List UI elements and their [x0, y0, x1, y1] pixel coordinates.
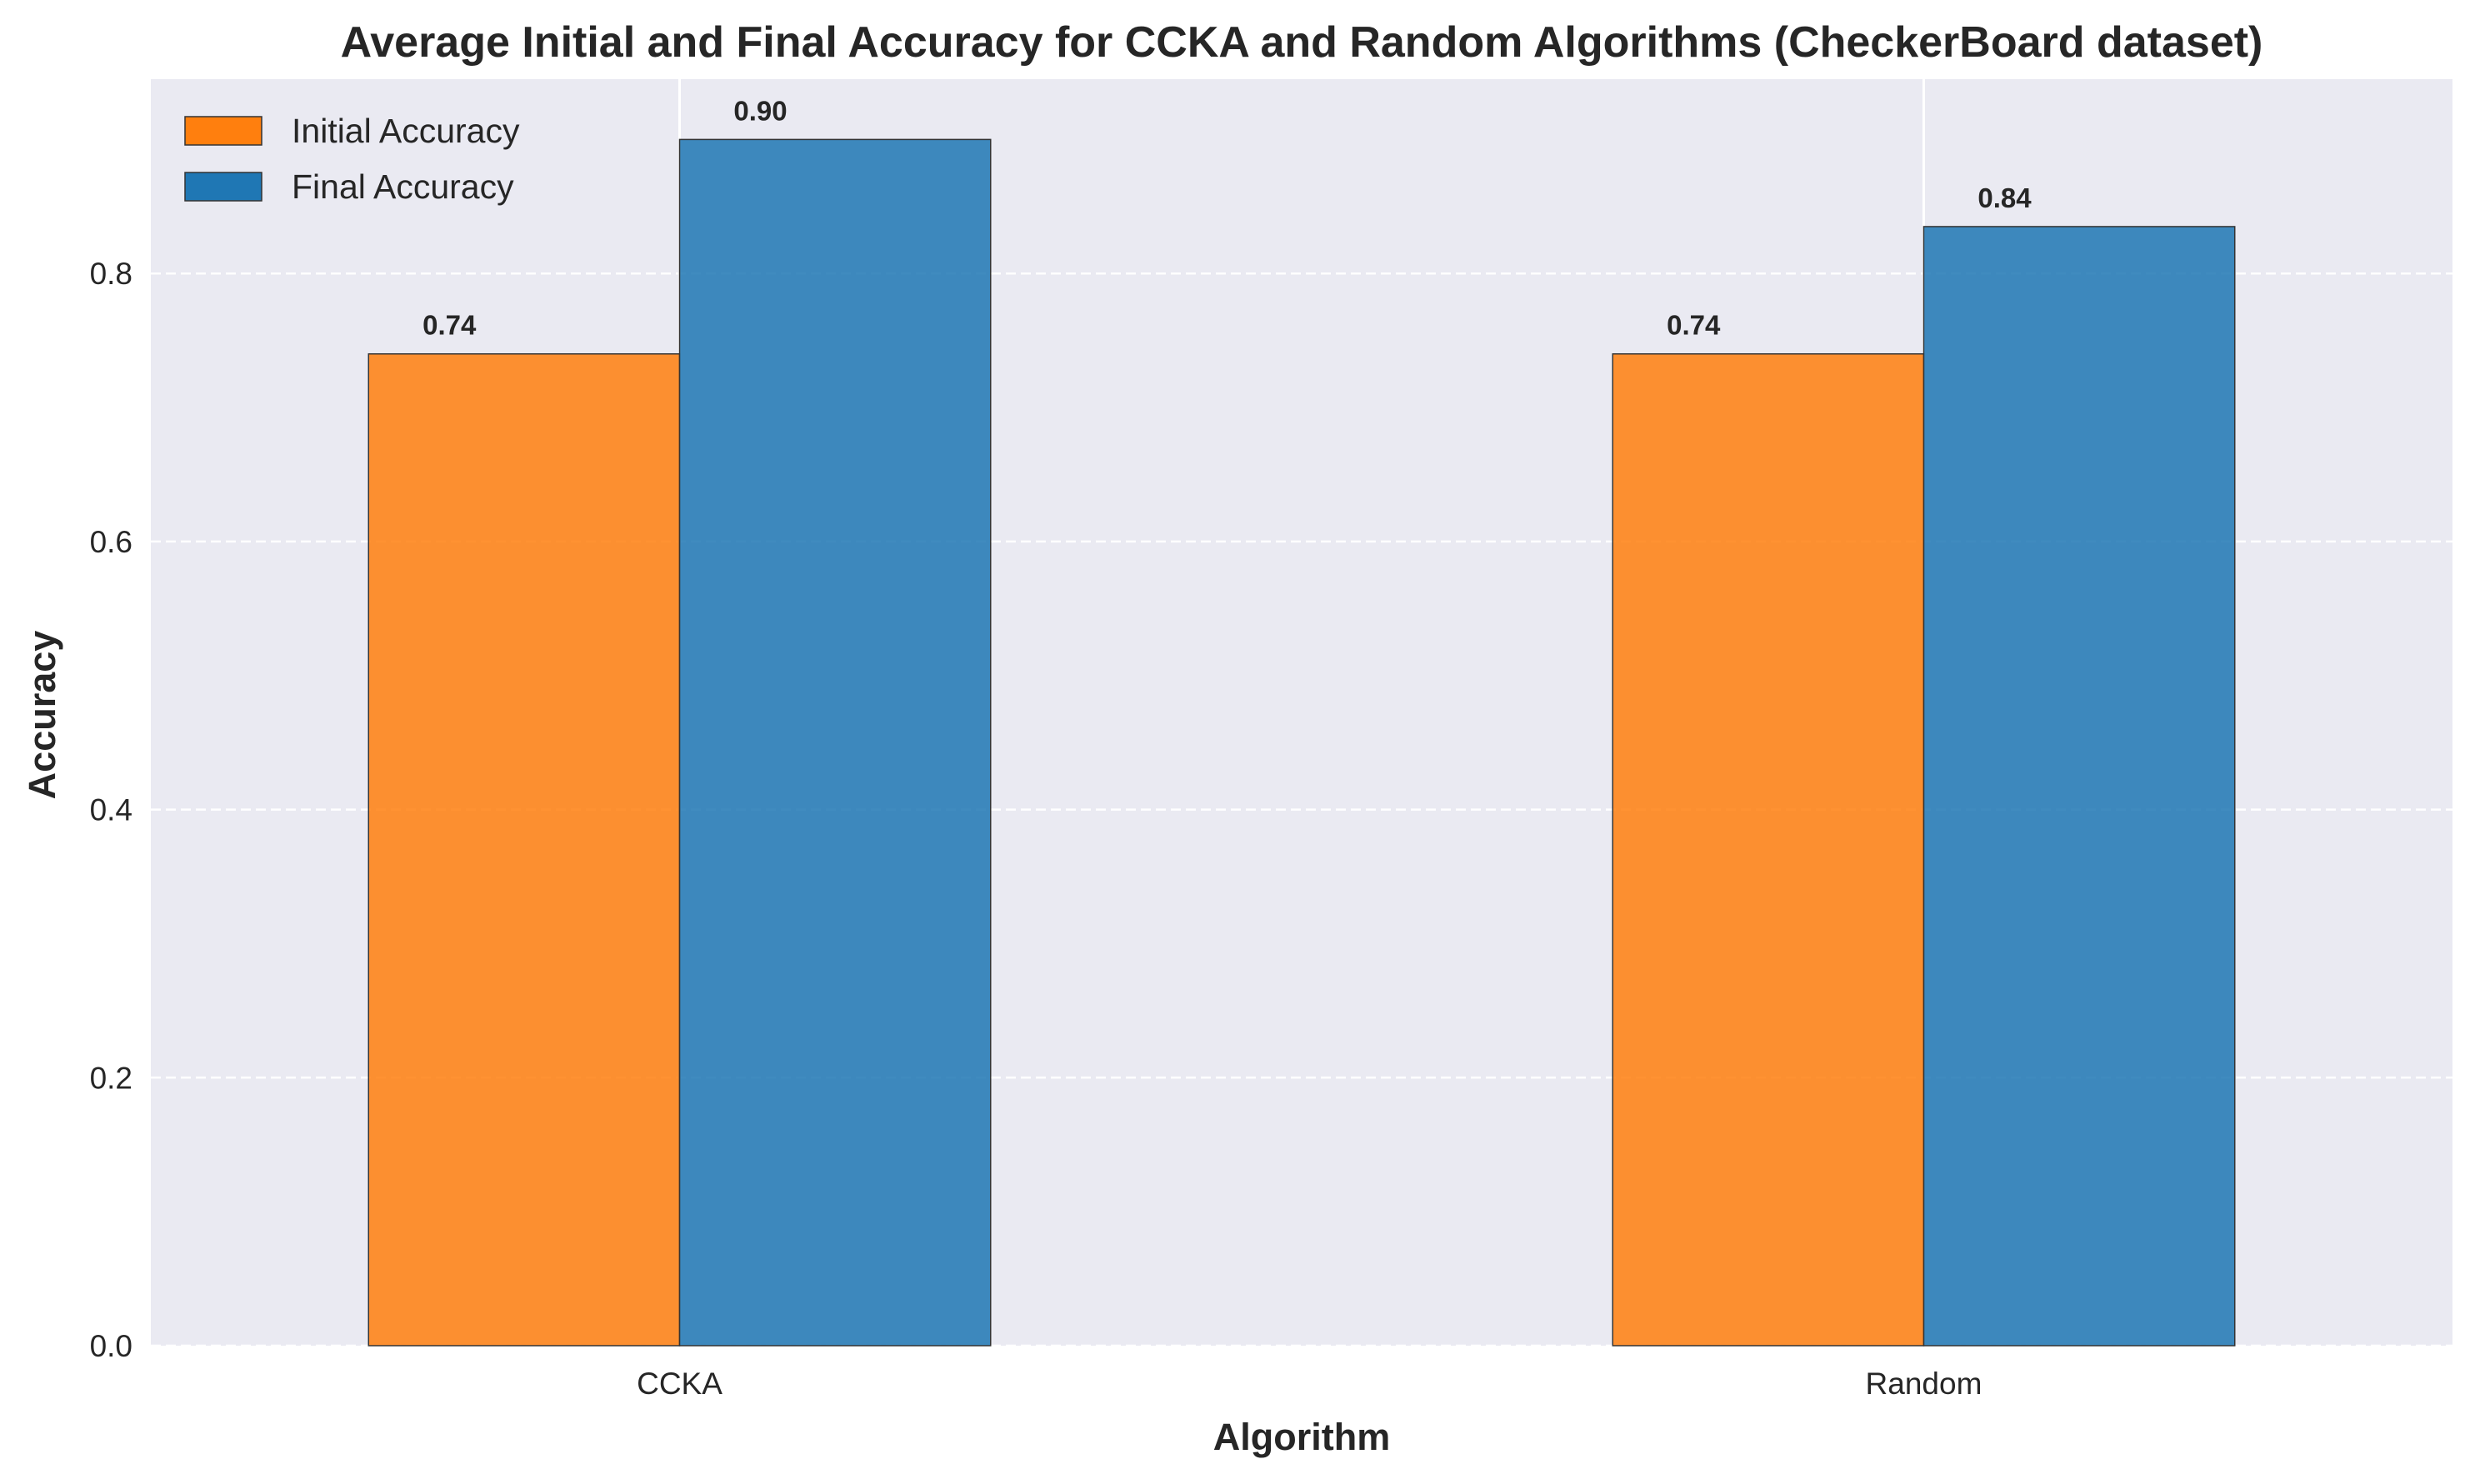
x-tick-label: CCKA	[637, 1367, 722, 1401]
y-tick-labels: 0.0 0.2 0.4 0.6 0.8	[90, 257, 132, 1363]
legend-swatch-initial	[184, 116, 262, 146]
y-tick-label: 0.6	[90, 525, 132, 559]
x-axis-label: Algorithm	[1213, 1416, 1390, 1458]
bar-value-label: 0.74	[1667, 310, 1721, 341]
chart-title: Average Initial and Final Accuracy for C…	[341, 18, 2263, 67]
y-tick-label: 0.2	[90, 1061, 132, 1095]
bar-value-label: 0.74	[422, 310, 477, 341]
y-tick-label: 0.0	[90, 1329, 132, 1363]
legend: Initial Accuracy Final Accuracy	[184, 112, 520, 206]
y-axis-label: Accuracy	[21, 631, 63, 800]
legend-label-final: Final Accuracy	[292, 167, 514, 206]
bar-value-labels: 0.74 0.74 0.90 0.84	[422, 95, 2032, 340]
bar-ccka-initial	[368, 352, 681, 1347]
legend-label-initial: Initial Accuracy	[292, 112, 520, 150]
bars	[368, 138, 2236, 1347]
bar-value-label: 0.90	[733, 95, 787, 126]
bar-random-initial	[1612, 352, 1925, 1347]
x-tick-label: Random	[1866, 1367, 1982, 1401]
bar-random-final	[1922, 226, 2236, 1347]
x-tick-labels: CCKA Random	[637, 1367, 1982, 1401]
legend-swatch-final	[184, 172, 262, 202]
bar-value-label: 0.84	[1978, 182, 2032, 213]
bar-ccka-final	[678, 138, 992, 1347]
y-tick-label: 0.4	[90, 793, 132, 827]
y-tick-label: 0.8	[90, 257, 132, 291]
